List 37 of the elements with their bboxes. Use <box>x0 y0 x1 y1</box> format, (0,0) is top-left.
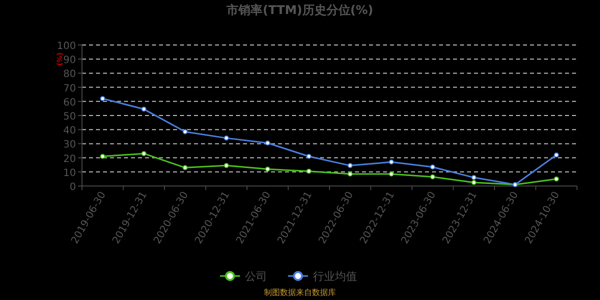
point <box>224 163 229 168</box>
y-tick-label: 10 <box>63 168 76 179</box>
point <box>554 176 559 182</box>
point <box>306 168 312 174</box>
y-tick-label: 80 <box>63 69 76 80</box>
point <box>388 172 394 177</box>
y-tick-label: 20 <box>63 154 76 165</box>
y-tick-label: 100 <box>56 41 76 52</box>
legend-label: 行业均值 <box>313 270 357 283</box>
point <box>348 172 353 177</box>
point <box>100 96 106 102</box>
y-tick-label: 30 <box>63 140 76 151</box>
y-tick-label: 50 <box>63 112 76 122</box>
text: 制图数据来自数据库 <box>264 288 336 297</box>
y-tick-label: 0 <box>70 182 76 193</box>
point <box>306 154 312 159</box>
point <box>265 140 270 146</box>
y-tick-label: 70 <box>63 83 76 94</box>
point <box>348 163 353 168</box>
point <box>388 160 394 165</box>
point <box>471 180 476 185</box>
point <box>182 129 188 134</box>
point <box>430 164 436 170</box>
y-tick-label: 60 <box>63 97 76 108</box>
chart-title: 市销率(TTM)历史分位(%) <box>226 3 374 17</box>
point <box>265 166 270 172</box>
point <box>182 165 188 170</box>
y-tick-label: 40 <box>63 126 76 137</box>
point <box>100 154 106 159</box>
point <box>430 174 436 180</box>
point <box>554 152 559 158</box>
point <box>224 136 229 141</box>
legend-label: 公司 <box>245 270 267 283</box>
point <box>141 106 146 112</box>
y-tick-label: 90 <box>63 55 76 66</box>
point <box>471 175 476 180</box>
point <box>141 151 146 156</box>
